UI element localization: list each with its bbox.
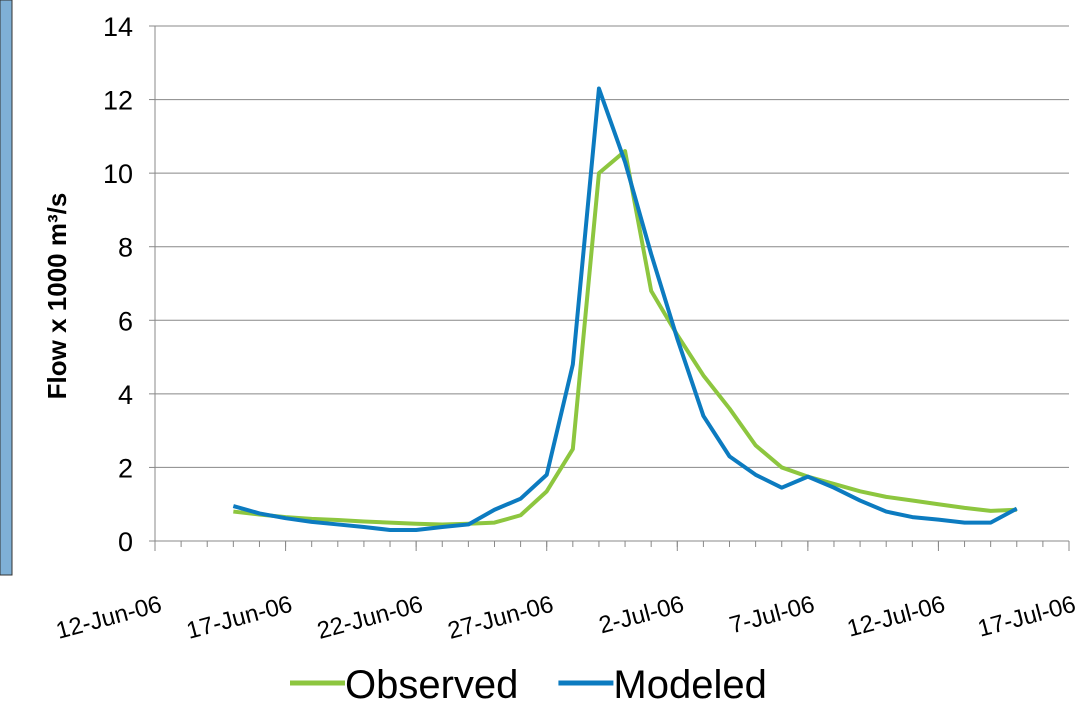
x-tick-label: 27-Jun-06 — [445, 591, 556, 645]
map-fragment — [0, 0, 12, 575]
y-tick-label: 4 — [118, 380, 133, 410]
x-tick-label: 12-Jun-06 — [53, 591, 164, 645]
y-axis-label: Flow x 1000 m³/s — [42, 193, 72, 400]
x-tick-label: 2-Jul-06 — [596, 591, 687, 640]
y-tick-label: 14 — [103, 12, 133, 42]
x-tick-label: 12-Jul-06 — [844, 591, 948, 643]
x-tick-label: 17-Jul-06 — [975, 591, 1079, 643]
x-tick-label: 22-Jun-06 — [314, 591, 425, 645]
y-tick-label: 0 — [118, 527, 133, 557]
chart: Flow x 1000 m³/s 0 2 4 6 8 10 12 14 12-Jun-06 17-… — [0, 0, 1089, 703]
legend-label: Observed — [345, 663, 518, 703]
x-tick-label: 17-Jun-06 — [184, 591, 295, 645]
y-tick-label: 2 — [118, 453, 133, 483]
y-tick-label: 8 — [118, 233, 133, 263]
y-tick-label: 10 — [103, 159, 133, 189]
legend-label: Modeled — [613, 663, 766, 703]
y-tick-label: 12 — [103, 86, 133, 116]
x-tick-label: 7-Jul-06 — [727, 591, 818, 640]
y-tick-label: 6 — [118, 306, 133, 336]
series-line — [233, 151, 1016, 524]
page: {"chart_data": {"type": "line", "y_label… — [0, 0, 1089, 708]
